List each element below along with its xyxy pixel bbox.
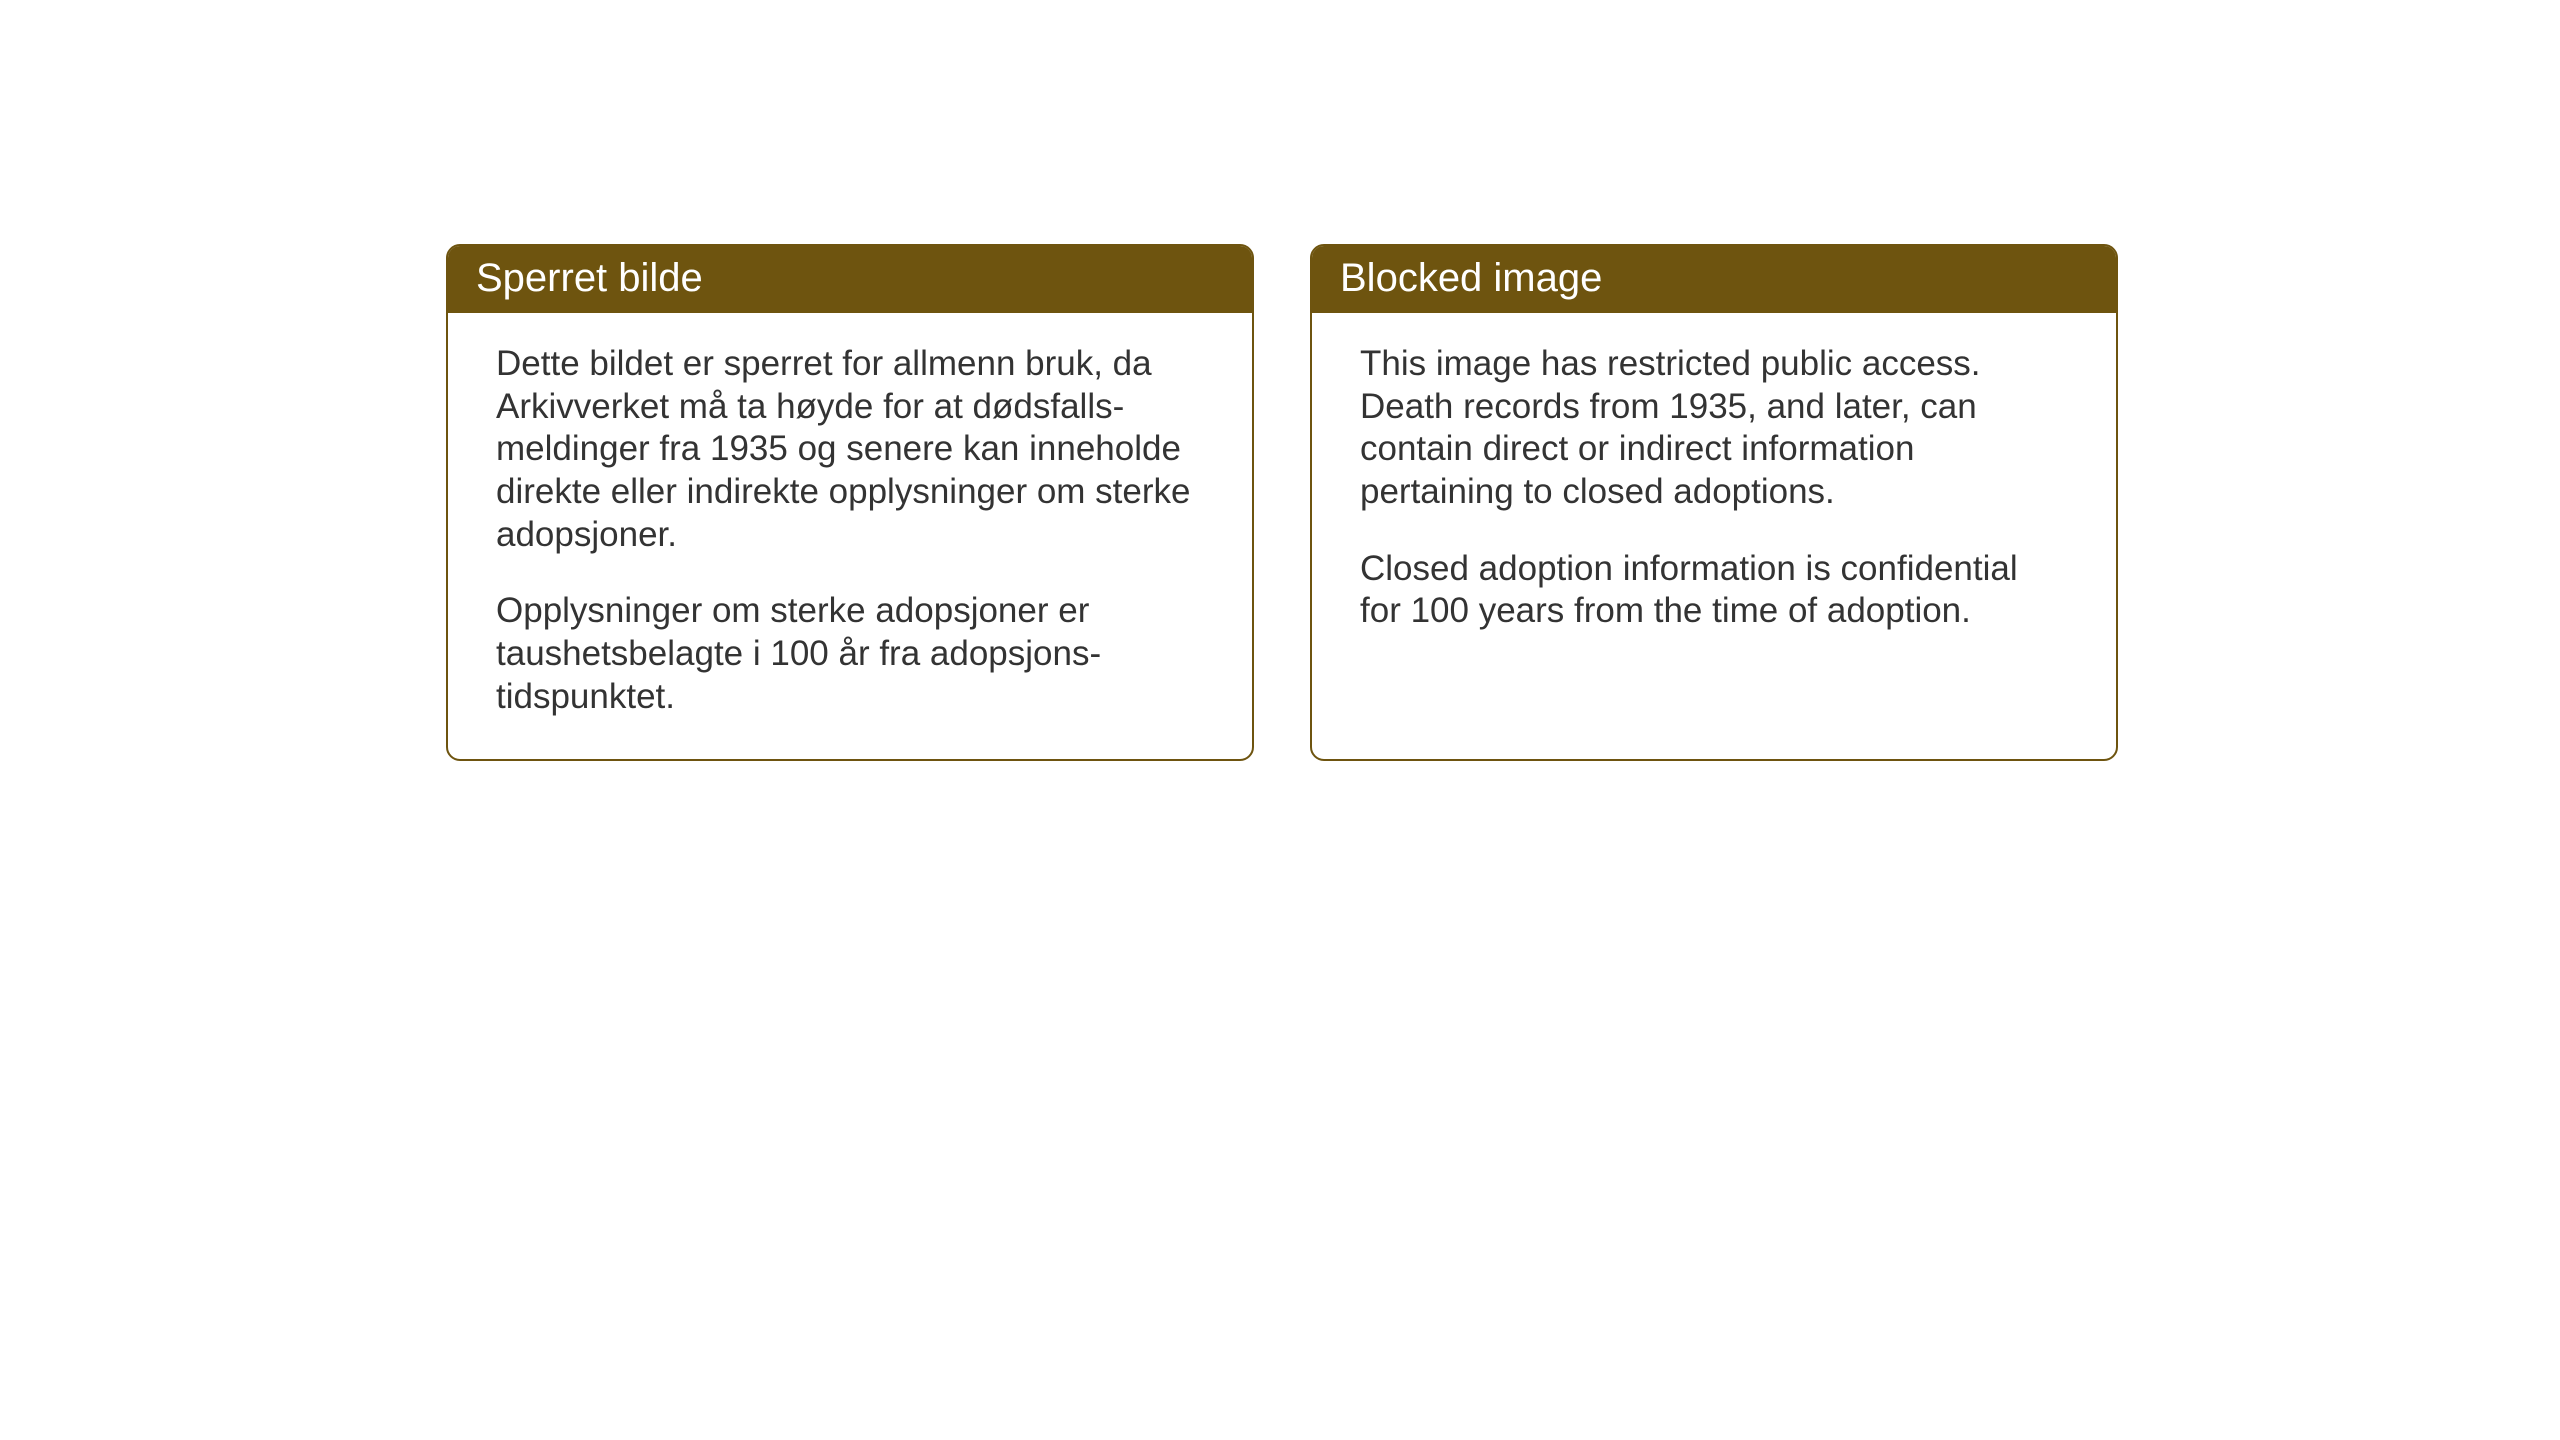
notice-paragraph-1-norwegian: Dette bildet er sperret for allmenn bruk… (496, 343, 1204, 556)
notice-paragraph-1-english: This image has restricted public access.… (1360, 343, 2068, 514)
card-header-english: Blocked image (1312, 246, 2116, 313)
card-title-english: Blocked image (1340, 256, 1602, 300)
card-body-english: This image has restricted public access.… (1312, 313, 2116, 673)
notice-card-english: Blocked image This image has restricted … (1310, 244, 2118, 761)
card-header-norwegian: Sperret bilde (448, 246, 1252, 313)
notice-paragraph-2-english: Closed adoption information is confident… (1360, 548, 2068, 633)
card-title-norwegian: Sperret bilde (476, 256, 703, 300)
notice-cards-container: Sperret bilde Dette bildet er sperret fo… (446, 244, 2118, 761)
card-body-norwegian: Dette bildet er sperret for allmenn bruk… (448, 313, 1252, 759)
notice-paragraph-2-norwegian: Opplysninger om sterke adopsjoner er tau… (496, 590, 1204, 718)
notice-card-norwegian: Sperret bilde Dette bildet er sperret fo… (446, 244, 1254, 761)
